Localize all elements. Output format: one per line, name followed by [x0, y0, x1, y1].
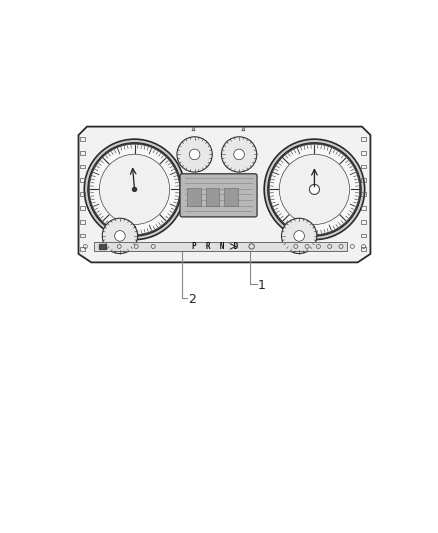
Bar	[80, 137, 85, 141]
Circle shape	[234, 149, 244, 160]
Circle shape	[88, 143, 181, 236]
Bar	[99, 244, 106, 249]
Text: 2: 2	[188, 293, 196, 306]
Circle shape	[282, 218, 317, 254]
Bar	[206, 188, 219, 206]
Circle shape	[189, 149, 200, 160]
Bar	[80, 151, 85, 155]
Bar	[80, 233, 85, 237]
Bar	[80, 192, 85, 196]
Circle shape	[115, 231, 125, 241]
Circle shape	[309, 184, 319, 195]
Bar	[361, 233, 366, 237]
Bar	[80, 220, 85, 224]
Circle shape	[294, 231, 304, 241]
Bar	[361, 206, 366, 210]
Circle shape	[102, 218, 138, 254]
Circle shape	[279, 154, 350, 224]
Bar	[94, 241, 346, 251]
Bar	[224, 188, 238, 206]
Text: 1: 1	[258, 279, 266, 292]
Bar	[361, 247, 366, 251]
Circle shape	[133, 188, 137, 191]
Bar	[80, 247, 85, 251]
Bar	[361, 151, 366, 155]
Bar	[187, 188, 201, 206]
Bar	[80, 165, 85, 168]
Circle shape	[264, 139, 365, 240]
Bar	[361, 220, 366, 224]
Text: P  R  N  D: P R N D	[192, 242, 238, 251]
Circle shape	[177, 137, 212, 172]
Circle shape	[84, 139, 185, 240]
FancyBboxPatch shape	[180, 174, 257, 217]
Circle shape	[89, 144, 180, 235]
Circle shape	[99, 154, 170, 224]
Bar	[361, 192, 366, 196]
Bar	[80, 179, 85, 182]
Circle shape	[268, 143, 361, 236]
Bar	[361, 137, 366, 141]
Circle shape	[269, 144, 360, 235]
Polygon shape	[78, 127, 371, 262]
Circle shape	[222, 137, 257, 172]
Bar	[361, 179, 366, 182]
Bar	[361, 165, 366, 168]
Bar	[80, 206, 85, 210]
